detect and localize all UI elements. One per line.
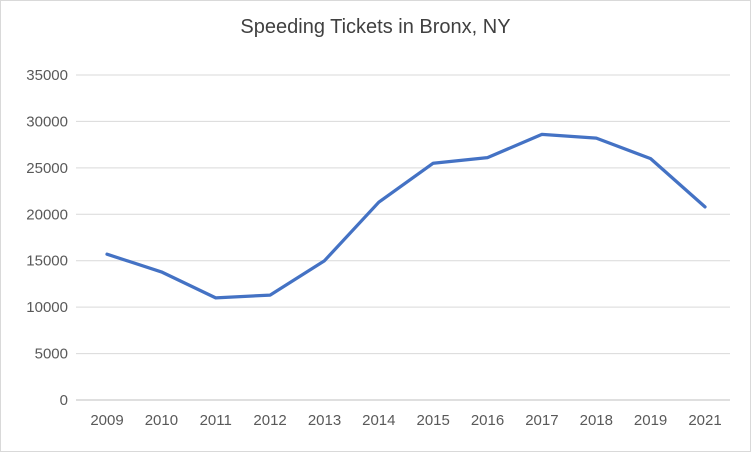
x-axis-tick-label: 2019 [634,412,667,429]
y-axis-tick-label: 35000 [26,67,68,84]
x-axis-tick-label: 2010 [145,412,178,429]
x-axis-tick-label: 2012 [253,412,286,429]
y-axis-tick-label: 20000 [26,206,68,223]
y-axis-tick-label: 25000 [26,160,68,177]
x-axis-tick-label: 2014 [362,412,395,429]
chart-title: Speeding Tickets in Bronx, NY [240,16,511,38]
x-axis-tick-label: 2009 [90,412,123,429]
x-axis-tick-label: 2015 [417,412,450,429]
line-chart-svg: 0 5000 10000 15000 20000 25000 30000 35000 2009 2… [26,67,730,429]
x-axis-tick-label: 2016 [471,412,504,429]
x-axis-tick-label: 2013 [308,412,341,429]
x-axis-tick-label: 2011 [200,412,232,429]
y-axis-tick-label: 15000 [26,253,68,270]
data-series-line [105,132,707,300]
y-axis-tick-label: 10000 [26,299,68,316]
x-axis-tick-label: 2018 [580,412,613,429]
x-axis-tick-label: 2021 [688,412,721,429]
x-axis-tick-label: 2017 [525,412,558,429]
y-axis-tick-label: 0 [60,392,68,409]
y-axis-tick-label: 5000 [35,346,68,363]
y-axis-tick-label: 30000 [26,113,68,130]
